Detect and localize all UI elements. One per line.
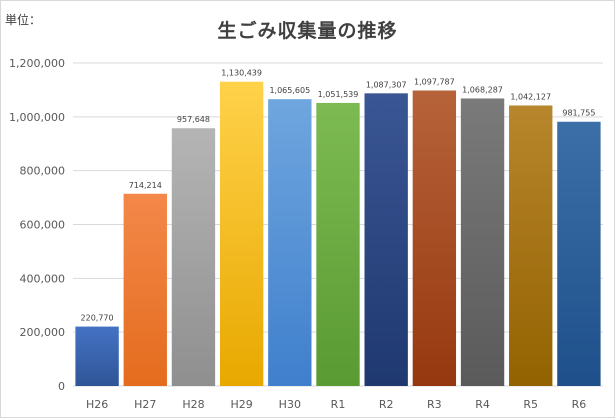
x-tick-label: H29 [230, 398, 252, 411]
data-labels: 220,770 714,214 957,648 1,130,439 1,065,605 1… [81, 69, 596, 323]
bar-r1 [316, 102, 360, 386]
data-label: 1,065,605 [269, 86, 310, 95]
y-tick-label: 1,000,000 [9, 111, 65, 124]
y-tick-label: 200,000 [20, 326, 66, 339]
x-tick-label: H30 [279, 398, 301, 411]
x-axis-labels: H26 H27 H28 H29 H30 R1 R2 R3 R4 R5 R6 [86, 398, 586, 411]
data-label: 1,087,307 [366, 80, 407, 89]
y-axis-ticks: 0 200,000 400,000 600,000 800,000 1,000,000 1,… [9, 57, 65, 393]
chart-title: 生ごみ収集量の推移 [217, 20, 398, 42]
bars [75, 81, 601, 387]
x-tick-label: R5 [523, 398, 538, 411]
data-label: 1,051,539 [318, 90, 359, 99]
data-label: 1,042,127 [510, 92, 551, 101]
data-label: 957,648 [177, 115, 210, 124]
y-tick-label: 600,000 [20, 219, 66, 232]
y-tick-label: 400,000 [20, 272, 66, 285]
bar-r6 [557, 121, 601, 387]
bar-r4 [460, 98, 505, 386]
x-tick-label: H26 [86, 398, 108, 411]
bar-r5 [509, 105, 553, 387]
x-tick-label: R6 [572, 398, 587, 411]
bar-h26 [75, 326, 119, 386]
x-tick-label: R2 [379, 398, 394, 411]
x-tick-label: H28 [182, 398, 204, 411]
y-tick-label: 1,200,000 [9, 57, 65, 70]
data-label: 714,214 [129, 181, 162, 190]
bar-r3 [412, 90, 457, 386]
data-label: 1,068,287 [462, 85, 503, 94]
bar-h27 [123, 193, 167, 386]
data-label: 981,755 [562, 109, 595, 118]
data-label: 220,770 [81, 314, 114, 323]
bar-h29 [219, 81, 264, 386]
unit-label: 単位： [5, 13, 42, 27]
y-tick-label: 800,000 [20, 165, 66, 178]
x-tick-label: R4 [475, 398, 490, 411]
y-tick-label: 0 [58, 380, 65, 393]
data-label: 1,097,787 [414, 78, 455, 87]
bar-h30 [268, 99, 312, 386]
bar-h28 [171, 128, 216, 386]
x-tick-label: R1 [331, 398, 346, 411]
x-tick-label: R3 [427, 398, 442, 411]
data-label: 1,130,439 [221, 69, 262, 78]
bar-r2 [364, 93, 408, 387]
x-tick-label: H27 [134, 398, 156, 411]
